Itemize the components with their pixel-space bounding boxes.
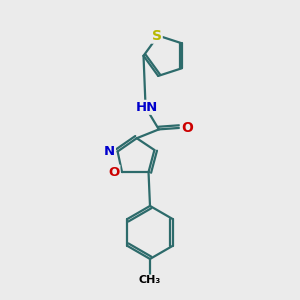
Text: CH₃: CH₃ — [139, 275, 161, 285]
Text: O: O — [108, 166, 119, 178]
Text: HN: HN — [136, 101, 158, 114]
Text: S: S — [152, 28, 162, 43]
Text: O: O — [181, 121, 193, 135]
Text: N: N — [104, 145, 115, 158]
